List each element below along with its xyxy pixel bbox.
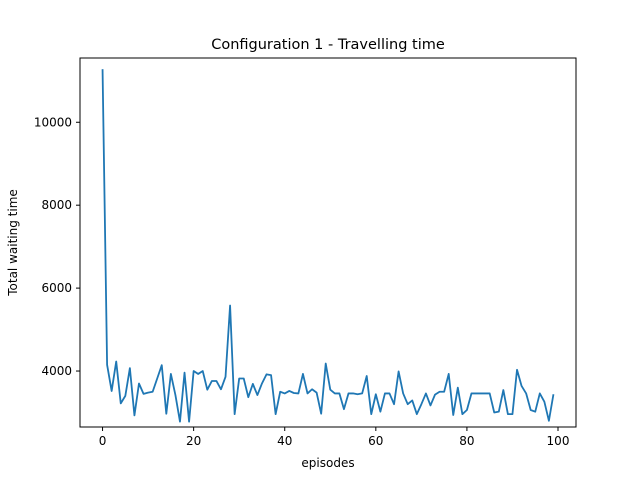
- x-tick-label: 80: [459, 434, 474, 448]
- y-tick-label: 6000: [41, 281, 72, 295]
- x-tick-label: 60: [368, 434, 383, 448]
- y-tick-label: 8000: [41, 198, 72, 212]
- plot-area: [101, 69, 555, 423]
- x-tick-label: 20: [186, 434, 201, 448]
- x-tick-label: 0: [99, 434, 107, 448]
- y-tick-label: 10000: [34, 115, 72, 129]
- y-axis: 4000 6000 8000 10000: [34, 115, 80, 378]
- x-tick-label: 100: [547, 434, 570, 448]
- chart-title: Configuration 1 - Travelling time: [211, 37, 445, 53]
- series-line: [101, 69, 555, 423]
- x-axis-label: episodes: [301, 456, 354, 470]
- y-axis-label: Total waiting time: [6, 189, 20, 297]
- x-axis: 0 20 40 60 80 100: [99, 427, 570, 448]
- y-tick-label: 4000: [41, 364, 72, 378]
- plot-frame: [79, 57, 577, 428]
- x-tick-label: 40: [277, 434, 292, 448]
